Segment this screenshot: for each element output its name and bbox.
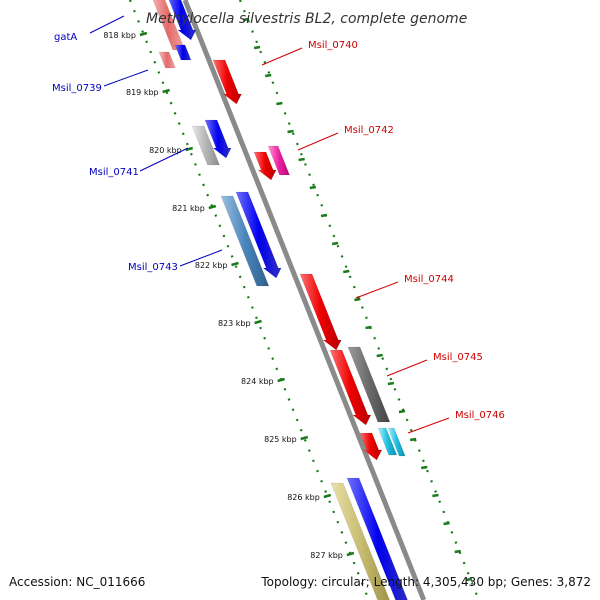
tick-label: 822 kbp (195, 261, 228, 270)
gene-blue-top (168, 0, 197, 41)
minor-tick (298, 157, 305, 162)
minor-tick (454, 549, 461, 554)
minor-tick (242, 17, 250, 22)
gene-red-lower (329, 349, 372, 426)
genes-layer (152, 0, 408, 600)
genome-backbone (182, 0, 427, 600)
gene-Msil_0744 (299, 273, 342, 351)
minor-tick (365, 325, 372, 330)
gene-label-left[interactable]: Msil_0739 (52, 83, 102, 94)
gene-Msil_0745 (347, 346, 391, 423)
label-leader-line (103, 69, 149, 87)
label-leader-line (89, 15, 125, 34)
minor-tick (253, 45, 261, 50)
tick-mark (254, 319, 262, 325)
gene-blue-upper (174, 44, 192, 61)
tick-label: 820 kbp (149, 146, 182, 155)
minor-tick (387, 381, 395, 386)
gene-label-right[interactable]: Msil_0746 (455, 410, 505, 421)
tick-mark (139, 31, 148, 37)
minor-tick (354, 297, 361, 302)
gene-Msil_0740 (212, 59, 242, 105)
tick-mark (277, 377, 285, 383)
gene-blue-0741 (204, 119, 232, 159)
label-leader-line (139, 147, 189, 172)
tick-mark (231, 261, 239, 267)
minor-tick (309, 185, 317, 190)
minor-tick (432, 493, 439, 498)
tick-label: 823 kbp (218, 319, 251, 328)
tick-label: 824 kbp (241, 377, 274, 386)
gene-blue-0743 (235, 191, 282, 279)
gene-Msil_0741 (191, 125, 220, 166)
minor-tick (331, 241, 339, 246)
gene-label-right[interactable]: Msil_0744 (404, 274, 454, 285)
gene-label-left[interactable]: Msil_0743 (128, 262, 178, 273)
gene-Msil_0746 (359, 432, 383, 461)
label-leader-line (179, 249, 223, 267)
minor-tick (276, 101, 283, 106)
minor-tick (287, 129, 294, 134)
minor-tick (443, 521, 450, 526)
genome-backbone-layer (182, 0, 427, 600)
gene-cyan-0746 (377, 427, 398, 456)
tick-label: 826 kbp (287, 493, 320, 502)
tick-mark (162, 88, 170, 94)
tick-label: 821 kbp (172, 204, 205, 213)
minor-tick (465, 577, 473, 582)
accession-text: Accession: NC_011666 (9, 575, 145, 589)
tick-mark (300, 435, 309, 441)
scale-ticks-layer: 818 kbp 819 kbp 820 kbp 821 kbp 822 kbp 823 k… (103, 17, 473, 582)
tick-mark (346, 551, 355, 557)
gene-label-right[interactable]: Msil_0745 (433, 352, 483, 363)
minor-tick (265, 73, 272, 78)
gene-label-left[interactable]: gatA (54, 32, 77, 43)
gene-cyan-small (387, 427, 406, 457)
genome-info-text: Topology: circular; Length: 4,305,430 bp… (260, 575, 591, 589)
minor-tick (421, 465, 428, 470)
tick-mark (185, 146, 194, 152)
label-leader-line (407, 417, 450, 434)
gene-Msil_0742 (253, 151, 277, 181)
minor-tick (409, 437, 417, 442)
gene-khaki (330, 482, 390, 600)
minor-tick (343, 269, 350, 274)
label-leader-line (355, 281, 399, 299)
tick-mark (208, 204, 217, 210)
gene-magenta-0742 (267, 145, 290, 176)
label-leader-line (297, 132, 339, 151)
minor-tick (320, 213, 328, 218)
gene-label-right[interactable]: Msil_0740 (308, 40, 358, 51)
tick-label: 825 kbp (264, 435, 297, 444)
minor-tick (376, 353, 383, 358)
tick-label: 818 kbp (103, 31, 136, 40)
tick-mark (323, 493, 332, 499)
tick-label: 819 kbp (126, 88, 159, 97)
gene-Msil_0739 (158, 51, 176, 69)
gene-label-right[interactable]: Msil_0742 (344, 125, 394, 136)
gene-labels-layer: gatA Msil_0739 Msil_0741 Msil_0743 Msil_0740… (52, 15, 505, 434)
label-leader-line (261, 47, 303, 66)
label-leader-line (386, 359, 428, 377)
gene-label-left[interactable]: Msil_0741 (89, 167, 139, 178)
gene-blue-bottom (346, 477, 408, 600)
minor-tick (398, 409, 406, 414)
tick-label: 827 kbp (310, 551, 343, 560)
gene-Msil_0743 (220, 195, 270, 287)
genome-title: Methylocella silvestris BL2, complete ge… (146, 11, 467, 27)
